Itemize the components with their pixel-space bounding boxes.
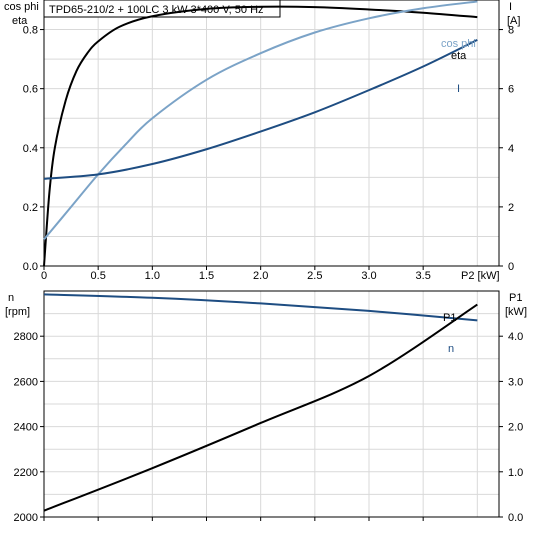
top-left-axis-label-1: cos phi: [4, 1, 39, 13]
bottom-left-axis-label-1: n: [8, 292, 14, 304]
bottom-right-axis-label-1: P1: [509, 292, 522, 304]
top-left-tick-label: 0.0: [23, 261, 38, 273]
x-tick-label: 0: [41, 270, 47, 282]
top-series-i-line: [43, 39, 478, 180]
top-plot-frame: [43, 0, 500, 267]
bottom-left-axis-label-2: [rpm]: [5, 306, 30, 318]
top-left-tick-label: 0.6: [23, 84, 38, 96]
series-label-cos-phi: cos phi: [441, 38, 476, 50]
top-series-cos-phi-line: [43, 0, 478, 241]
bottom-right-tick-label: 4.0: [508, 331, 523, 343]
chart-title: TPD65-210/2 + 100LC 3 kW 3*400 V, 50 Hz: [49, 4, 264, 16]
bottom-grid: [43, 291, 499, 518]
bottom-left-tick-label: 2400: [14, 422, 38, 434]
title-box: [43, 0, 281, 18]
top-right-tick-label: 6: [508, 84, 514, 96]
top-right-tick-label: 4: [508, 143, 514, 155]
x-tick-label: 0.5: [91, 270, 106, 282]
bottom-panel: n [rpm] P1 [kW] 2000 2200 2400 2600 2800 0.0…: [5, 290, 527, 524]
top-right-axis-label-2: [A]: [507, 15, 520, 27]
top-left-tick-label: 0.2: [23, 202, 38, 214]
top-right-tick-label: 2: [508, 202, 514, 214]
bottom-left-tick-label: 2000: [14, 512, 38, 524]
series-label-n: n: [448, 343, 454, 355]
x-tick-label: 2.0: [253, 270, 268, 282]
x-tick-label: 3.0: [361, 270, 376, 282]
top-left-tick-label: 0.4: [23, 143, 38, 155]
top-series-eta-line: [43, 5, 478, 267]
top-panel: TPD65-210/2 + 100LC 3 kW 3*400 V, 50 Hz …: [4, 0, 520, 521]
series-label-p1: P1: [443, 312, 456, 324]
bottom-left-tick-label: 2800: [14, 331, 38, 343]
bottom-left-tick-label: 2600: [14, 376, 38, 388]
top-left-axis-label-2: eta: [12, 15, 28, 27]
bottom-right-axis-label-2: [kW]: [505, 306, 527, 318]
top-right-tick-label: 0: [508, 261, 514, 273]
top-left-tick-label: 0.8: [23, 25, 38, 37]
bottom-plot-frame: [43, 290, 500, 518]
series-label-eta: eta: [451, 50, 467, 62]
bottom-right-tick-label: 2.0: [508, 422, 523, 434]
x-tick-label: 3.5: [416, 270, 431, 282]
x-tick-label: 1.5: [199, 270, 214, 282]
bottom-right-tick-label: 3.0: [508, 376, 523, 388]
top-right-axis-label-1: I: [509, 1, 512, 13]
top-series: [43, 0, 478, 267]
x-axis-ticks: 0 0.5 1.0 1.5 2.0 2.5 3.0 3.5: [41, 266, 431, 521]
bottom-series: [43, 293, 478, 512]
top-grid: [43, 0, 499, 267]
x-axis-label: P2 [kW]: [461, 270, 500, 282]
top-right-ticks: 0 2 4 6 8: [499, 25, 514, 273]
bottom-left-ticks: 2000 2200 2400 2600 2800: [14, 331, 44, 524]
bottom-right-tick-label: 0.0: [508, 512, 523, 524]
x-tick-label: 2.5: [307, 270, 322, 282]
top-right-tick-label: 8: [508, 25, 514, 37]
bottom-series-p1-line: [43, 303, 478, 512]
bottom-right-tick-label: 1.0: [508, 467, 523, 479]
bottom-series-n-line: [43, 293, 478, 322]
series-label-current: I: [457, 83, 460, 95]
x-tick-label: 1.0: [145, 270, 160, 282]
bottom-right-ticks: 0.0 1.0 2.0 3.0 4.0: [499, 331, 523, 524]
top-left-ticks: 0.0 0.2 0.4 0.6 0.8: [23, 25, 44, 273]
bottom-left-tick-label: 2200: [14, 467, 38, 479]
